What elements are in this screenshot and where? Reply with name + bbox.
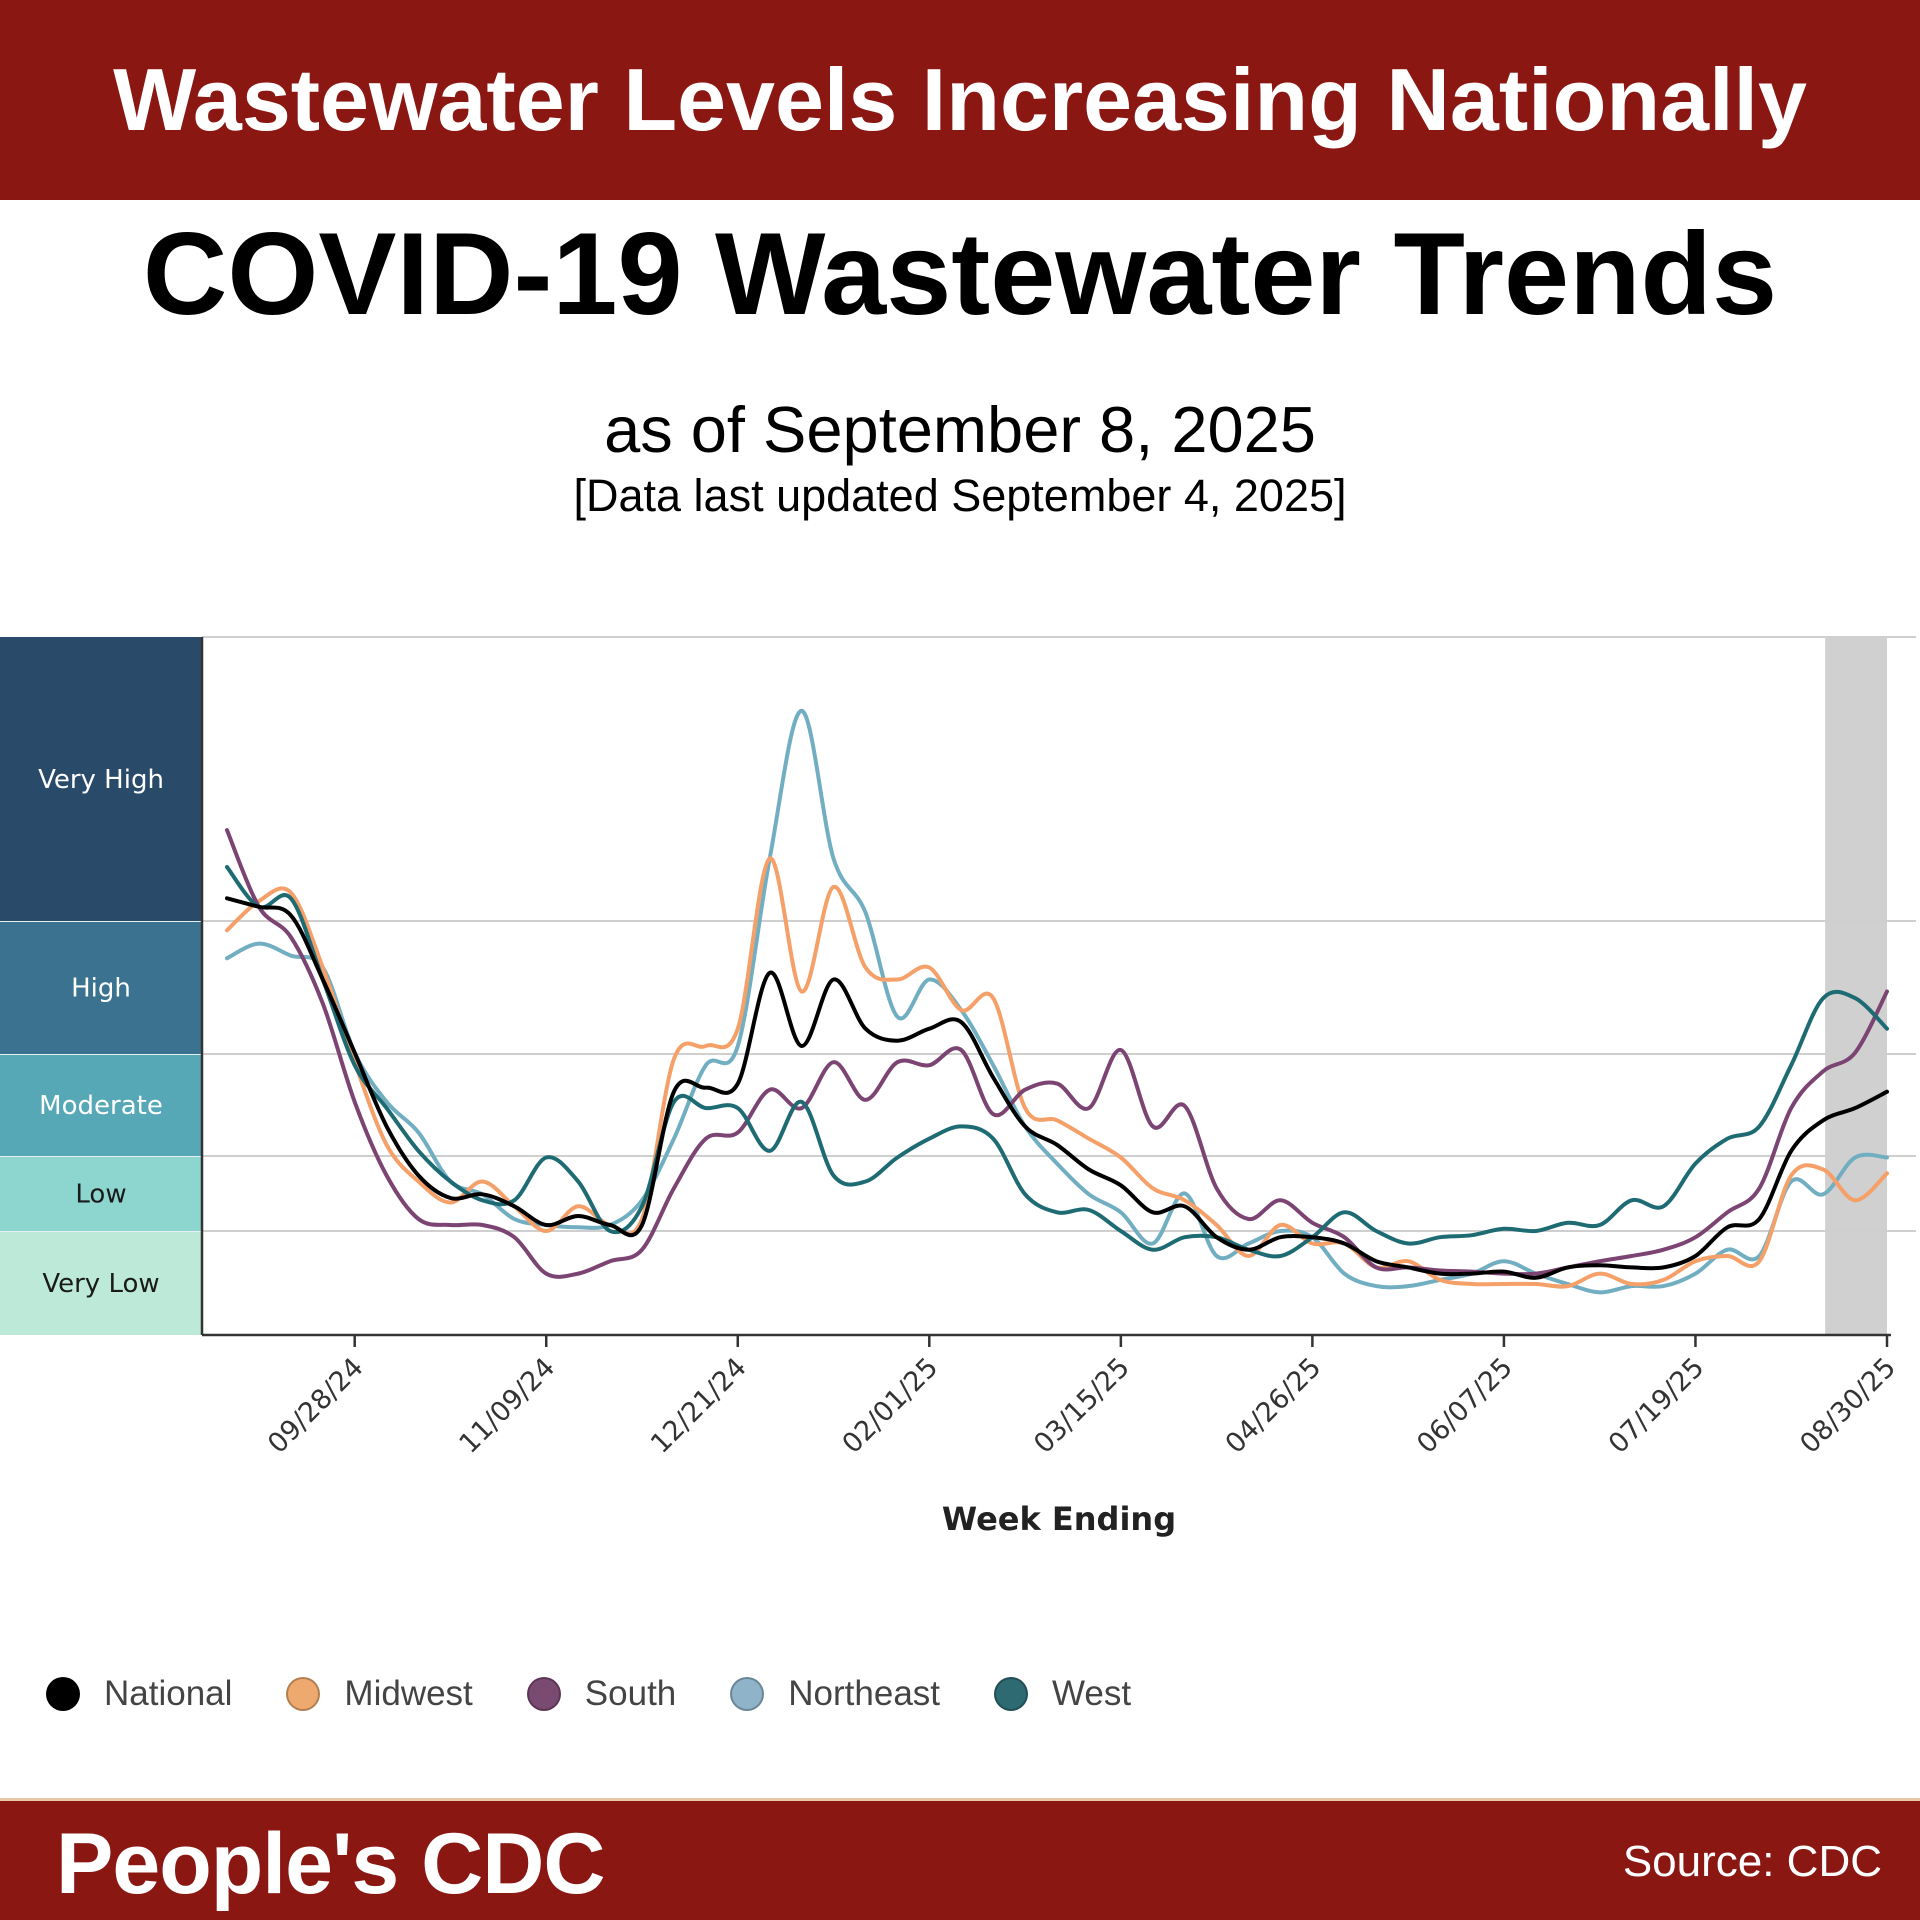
legend-label: West — [1052, 1674, 1132, 1713]
x-tick-label: 12/21/24 — [645, 1352, 753, 1460]
x-tick-label: 03/15/25 — [1028, 1352, 1136, 1460]
chart-legend: National Midwest South Northeast West — [46, 1674, 1185, 1714]
peoples-cdc-logo: People's CDC — [56, 1816, 605, 1912]
x-axis-title: Week Ending — [942, 1500, 1176, 1538]
legend-marker-icon — [46, 1677, 80, 1711]
legend-label: Northeast — [788, 1674, 941, 1713]
as-of-date: as of September 8, 2025 — [604, 393, 1316, 466]
data-updated-note: [Data last updated September 4, 2025] — [573, 470, 1347, 521]
legend-item-northeast: Northeast — [730, 1674, 940, 1714]
level-label: High — [71, 974, 131, 1004]
top-banner: Wastewater Levels Increasing Nationally — [0, 0, 1920, 200]
source-credit: Source: CDC — [1622, 1837, 1882, 1886]
x-tick-label: 08/30/25 — [1794, 1352, 1902, 1460]
level-band-very-high — [0, 637, 202, 921]
legend-label: Midwest — [344, 1674, 473, 1713]
legend-label: National — [104, 1674, 233, 1713]
x-tick-label: 07/19/25 — [1603, 1352, 1711, 1460]
legend-item-national: National — [46, 1674, 232, 1714]
series-line-midwest — [225, 856, 1889, 1289]
legend-item-midwest: Midwest — [286, 1674, 473, 1714]
level-band-moderate — [0, 1054, 202, 1156]
legend-marker-icon — [526, 1677, 561, 1711]
series-line-west — [225, 865, 1889, 1259]
legend-marker-icon — [286, 1677, 321, 1711]
legend-item-west: West — [994, 1674, 1131, 1714]
incomplete-data-shading — [1825, 637, 1887, 1335]
series-line-south — [225, 828, 1889, 1279]
level-label: Low — [75, 1180, 126, 1210]
level-band-very-low — [0, 1231, 202, 1335]
footer-banner: People's CDC Source: CDC — [0, 1798, 1920, 1920]
level-label: Moderate — [39, 1091, 163, 1121]
x-tick-label: 04/26/25 — [1220, 1352, 1328, 1460]
level-band-high — [0, 921, 202, 1054]
legend-label: South — [584, 1674, 677, 1713]
chart-title: COVID-19 Wastewater Trends — [142, 208, 1778, 339]
x-tick-label: 11/09/24 — [454, 1352, 562, 1460]
legend-marker-icon — [994, 1677, 1029, 1711]
level-label: Very High — [38, 765, 164, 795]
series-line-northeast — [225, 708, 1889, 1295]
legend-item-south: South — [526, 1674, 677, 1714]
x-tick-label: 09/28/24 — [262, 1352, 370, 1460]
series-line-national — [225, 896, 1889, 1280]
banner-headline: Wastewater Levels Increasing Nationally — [113, 50, 1807, 149]
level-label: Very Low — [42, 1269, 159, 1299]
wastewater-line-chart: Very Low Low Moderate High Very High 09/28/24… — [0, 636, 1916, 1538]
level-band-low — [0, 1156, 202, 1231]
x-tick-label: 02/01/25 — [837, 1352, 945, 1460]
x-tick-label: 06/07/25 — [1411, 1352, 1519, 1460]
legend-marker-icon — [730, 1677, 765, 1711]
